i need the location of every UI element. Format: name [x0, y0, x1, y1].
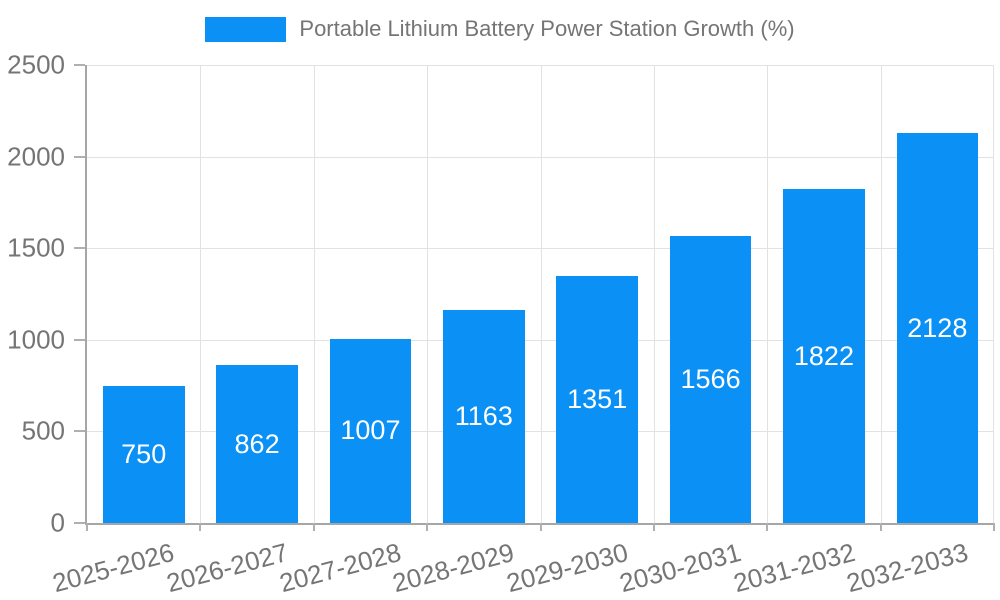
x-axis-labels: 2025-2026 2026-2027 2027-2028 2028-2029 2029… — [50, 525, 992, 600]
y-axis-label: 2500 — [7, 49, 65, 80]
bar-2031-2032[interactable]: 1822 — [783, 189, 865, 523]
y-axis-label: 0 — [50, 507, 65, 538]
bar-slot: 862 — [200, 65, 313, 523]
bar-slot: 750 — [87, 65, 200, 523]
bar-value-label: 1351 — [567, 383, 628, 414]
y-tick — [74, 338, 85, 341]
bar-value-label: 1007 — [340, 415, 401, 446]
y-tick — [74, 155, 85, 158]
y-axis-label: 1000 — [7, 324, 65, 355]
bar-2032-2033[interactable]: 2128 — [896, 133, 979, 523]
bar-slot: 1351 — [541, 65, 654, 523]
x-tick — [652, 523, 655, 531]
y-tick — [74, 64, 85, 66]
vgridline — [427, 65, 429, 523]
legend-label: Portable Lithium Battery Power Station G… — [299, 16, 795, 41]
vgridline — [880, 65, 882, 523]
y-tick — [74, 430, 85, 433]
x-tick — [766, 523, 769, 531]
x-axis-label: 2030-2031 — [616, 537, 745, 599]
vgridline — [653, 65, 655, 523]
bar-2028-2029[interactable]: 1163 — [443, 309, 525, 523]
bar-slot: 1822 — [767, 65, 880, 523]
bar-slot: 1163 — [427, 65, 540, 523]
y-axis-label: 1500 — [7, 232, 65, 263]
vgridline — [993, 65, 994, 523]
bar-value-label: 1822 — [793, 340, 854, 371]
bar-value-label: 1566 — [680, 364, 741, 395]
x-axis-label: 2029-2030 — [503, 537, 631, 599]
x-tick — [993, 523, 995, 531]
vgridline — [540, 65, 542, 523]
x-axis-label: 2026-2027 — [162, 537, 291, 599]
x-tick — [312, 523, 315, 531]
x-tick — [426, 523, 429, 531]
bar-2025-2026[interactable]: 750 — [102, 385, 185, 523]
x-tick — [879, 523, 882, 531]
legend-swatch-icon — [205, 16, 287, 42]
legend[interactable]: Portable Lithium Battery Power Station G… — [0, 16, 1000, 42]
x-tick — [199, 523, 202, 531]
x-axis-label: 2031-2032 — [729, 537, 858, 599]
vgridline — [200, 65, 202, 523]
bar-2026-2027[interactable]: 862 — [216, 365, 298, 523]
bar-value-label: 2128 — [907, 312, 968, 343]
x-axis-label: 2027-2028 — [276, 537, 405, 599]
plot-area: 750 862 1007 1163 1351 1566 1822 2128 — [74, 64, 995, 531]
y-axis-label: 2000 — [7, 141, 65, 172]
x-tick — [86, 523, 88, 531]
bar-2030-2031[interactable]: 1566 — [669, 236, 752, 523]
y-tick — [74, 247, 85, 250]
x-axis-label: 2028-2029 — [389, 537, 518, 599]
vgridline — [313, 65, 315, 523]
bar-value-label: 750 — [121, 438, 167, 469]
bar-2029-2030[interactable]: 1351 — [556, 275, 638, 523]
x-tick — [539, 523, 542, 531]
bar-value-label: 862 — [234, 428, 280, 459]
bar-slot: 1007 — [314, 65, 427, 523]
y-tick — [74, 522, 85, 524]
vgridline — [767, 65, 769, 523]
bar-value-label: 1163 — [454, 400, 513, 431]
bar-slot: 2128 — [881, 65, 994, 523]
bar-2027-2028[interactable]: 1007 — [329, 338, 412, 523]
bar-slot: 1566 — [654, 65, 767, 523]
y-axis-label: 500 — [21, 415, 65, 446]
x-axis-label: 2032-2033 — [843, 537, 972, 599]
x-axis-label: 2025-2026 — [49, 537, 178, 599]
